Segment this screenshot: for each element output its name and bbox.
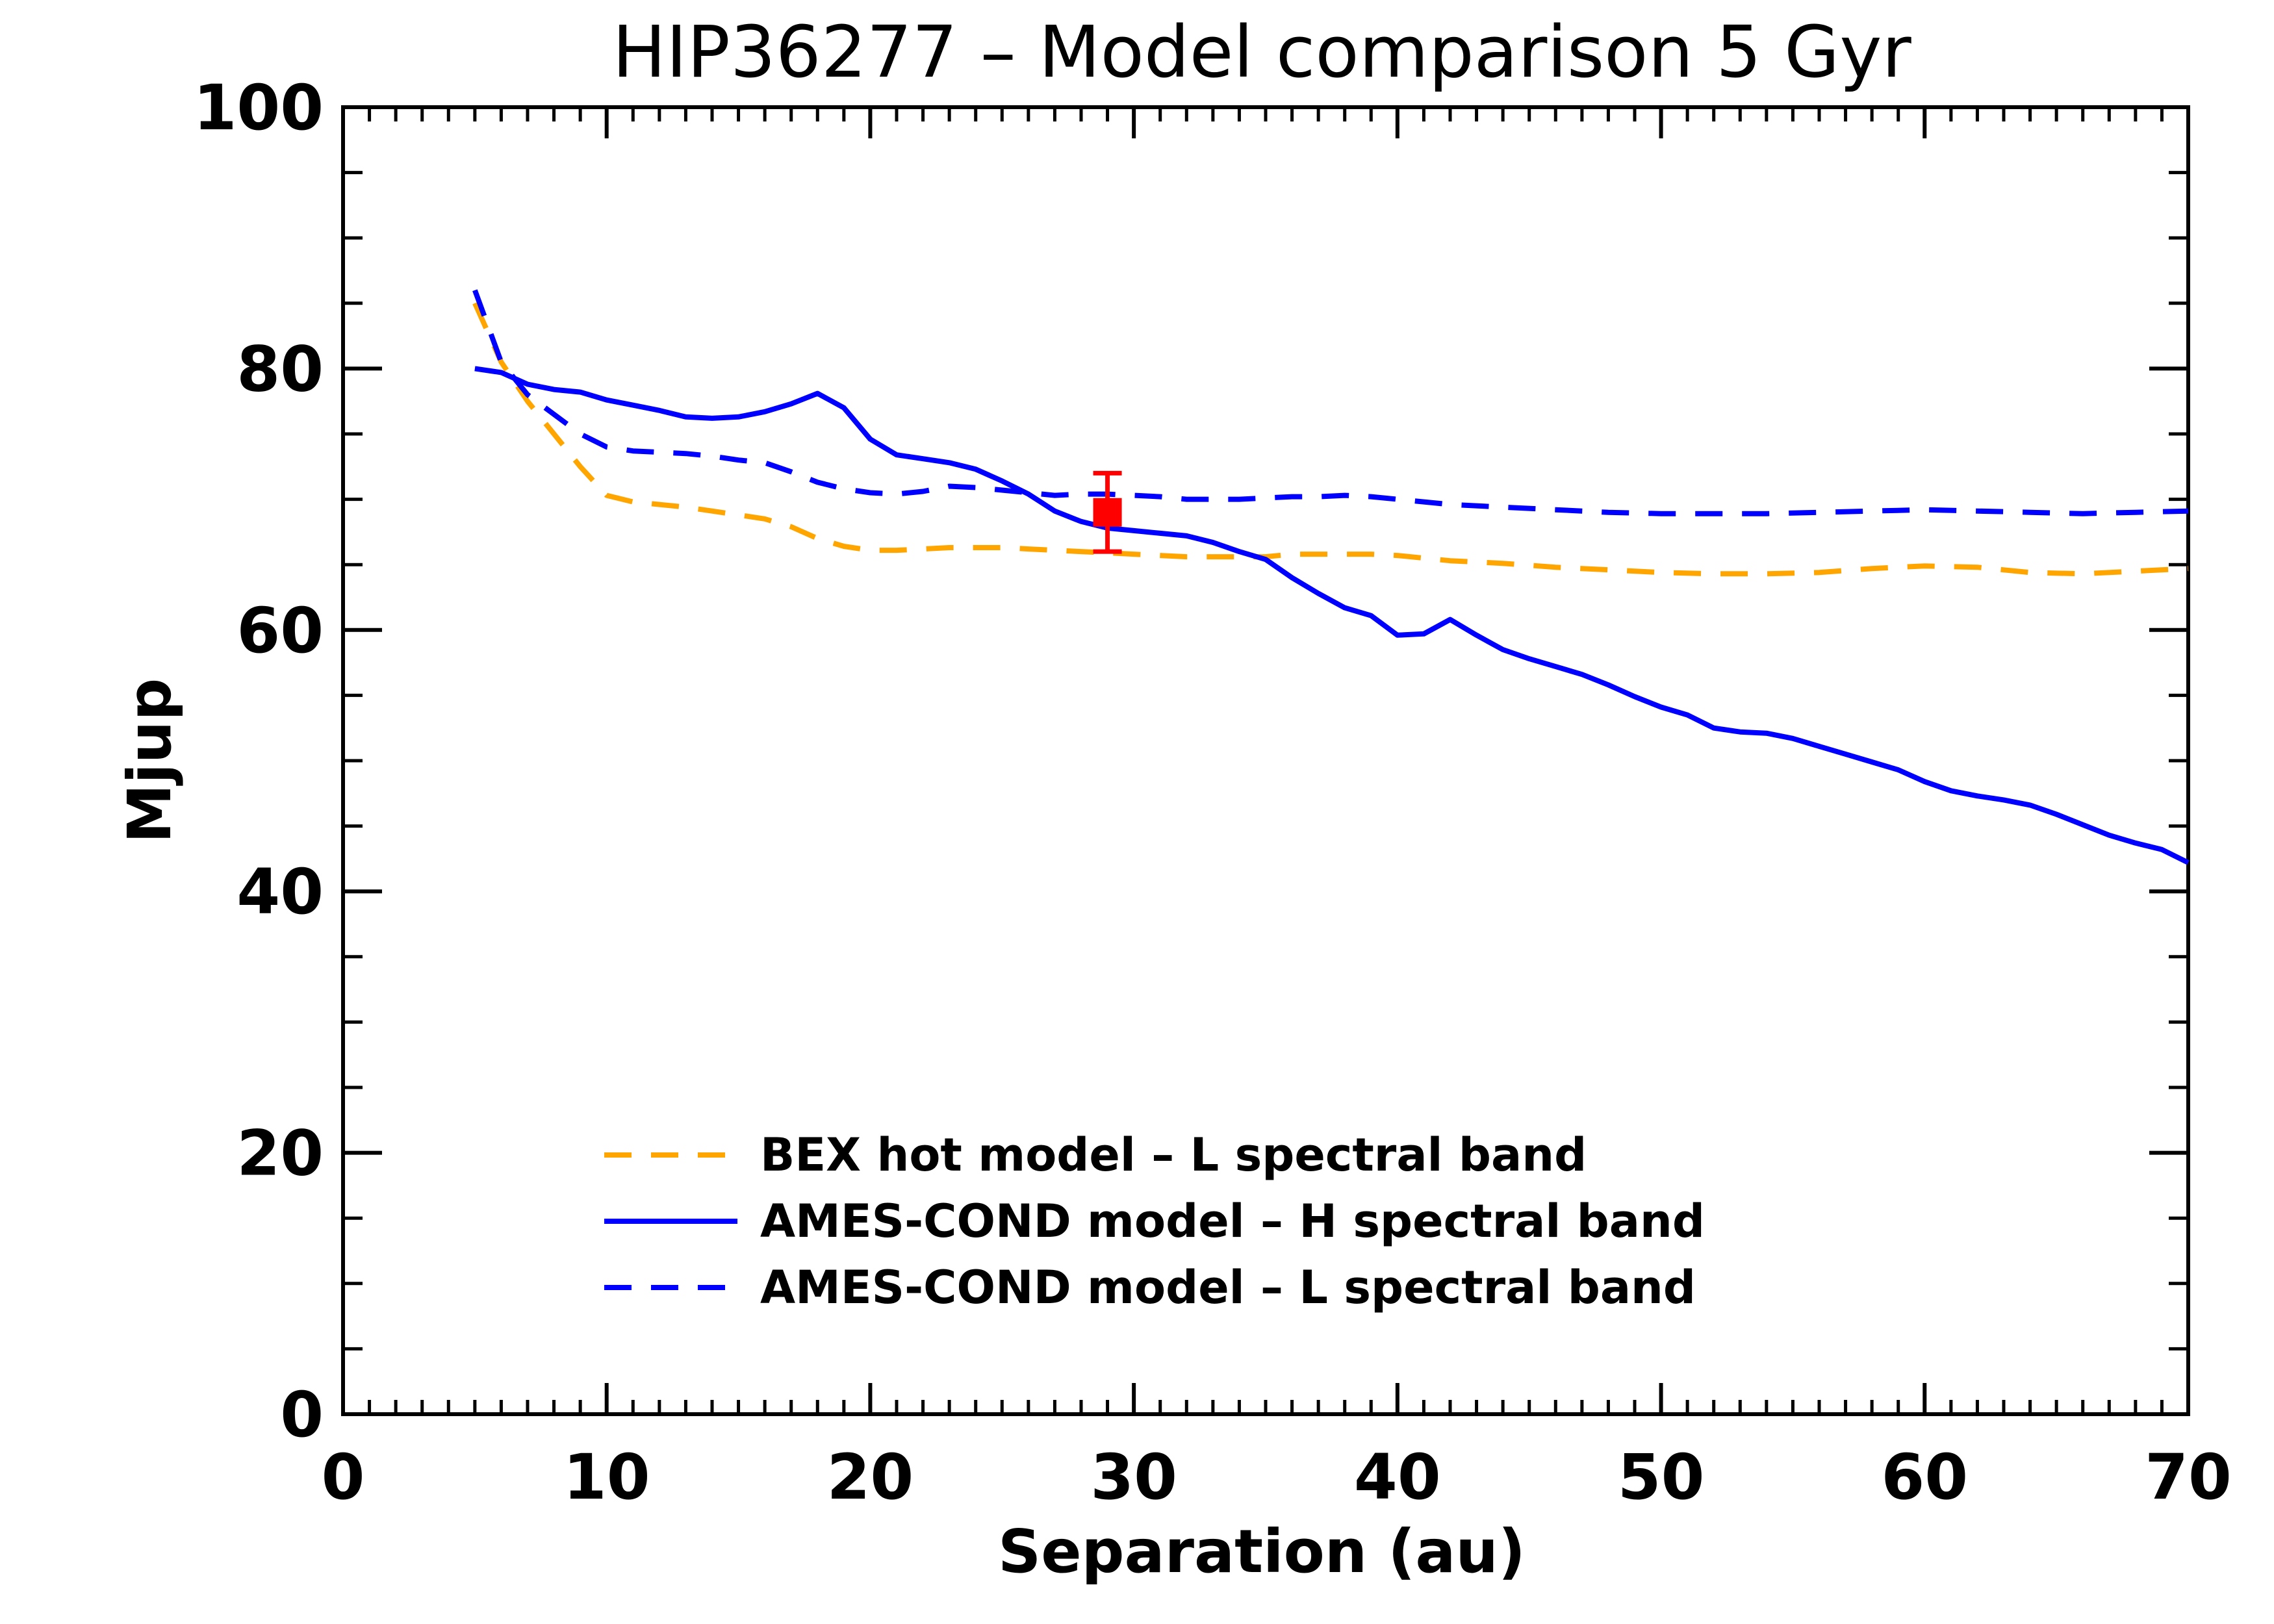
legend-label-1: BEX hot model – L spectral band [760, 1128, 1587, 1182]
tick-labels: 0 10 20 30 40 50 60 70 0 20 40 60 80 100 [194, 71, 2232, 1514]
legend-label-3: AMES-COND model – L spectral band [760, 1261, 1696, 1314]
series-line-3 [472, 289, 2189, 516]
y-tick-label: 20 [236, 1117, 324, 1190]
y-tick-label: 60 [236, 594, 324, 667]
y-tick-label: 100 [194, 71, 324, 144]
y-tick-label: 80 [236, 333, 324, 405]
axis-ticks [341, 105, 2190, 1416]
x-tick-label: 30 [1090, 1441, 1177, 1514]
y-tick-label: 0 [280, 1378, 324, 1451]
chart-title: HIP36277 – Model comparison 5 Gyr [612, 10, 1911, 94]
y-axis-label: Mjup [115, 678, 185, 843]
plot-area [341, 105, 2190, 1416]
x-tick-label: 40 [1354, 1441, 1441, 1514]
legend: BEX hot model – L spectral band AMES-COND… [604, 1128, 1705, 1314]
data-point-layer [1093, 470, 1122, 554]
x-tick-label: 70 [2145, 1441, 2232, 1514]
x-tick-label: 60 [1881, 1441, 1968, 1514]
x-tick-label: 20 [827, 1441, 914, 1514]
x-tick-label: 10 [563, 1441, 650, 1514]
x-axis-label: Separation (au) [998, 1517, 1526, 1586]
series-layer [472, 289, 2190, 865]
x-tick-label: 50 [1618, 1441, 1705, 1514]
series-line-1 [472, 302, 2189, 577]
data-point-marker [1093, 498, 1122, 527]
y-tick-label: 40 [236, 856, 324, 928]
series-line-2 [474, 366, 2190, 865]
x-tick-label: 0 [322, 1441, 365, 1514]
legend-label-2: AMES-COND model – H spectral band [760, 1195, 1705, 1248]
